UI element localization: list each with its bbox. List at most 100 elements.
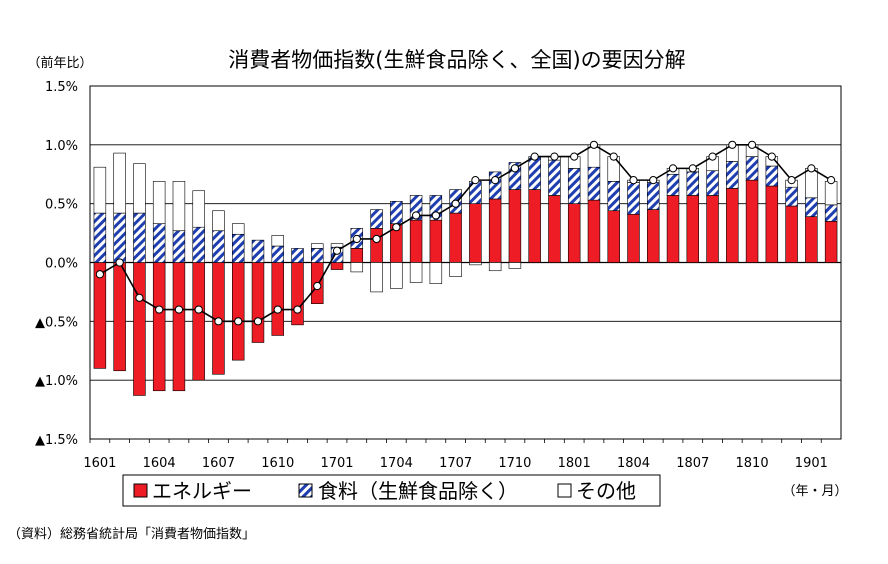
bar-other [133,163,146,214]
bar-other [429,262,443,284]
bar-other [271,235,284,247]
bar-energy [666,195,680,263]
y-tick-label: 1.5% [45,80,78,95]
y-tick-label: 0.5% [45,198,78,213]
x-tick-label: 1701 [320,456,353,471]
bar-other [469,262,482,266]
bar-food [627,182,640,215]
source-note: （資料）総務省統計局「消費者物価指数」 [8,526,255,542]
bar-other [311,243,324,249]
bar-food [745,156,759,181]
total-point [747,140,757,149]
bar-food [390,201,403,224]
total-point [451,199,460,208]
total-point [471,176,480,185]
bar-other [488,262,502,272]
legend-label-food: 食料（生鮮食品除く） [318,479,518,503]
total-point [411,211,421,220]
y-tick-label: 1.0% [45,139,78,154]
total-point [194,305,203,314]
bar-food [113,212,126,263]
bar-energy [152,262,166,392]
total-point [214,317,223,326]
x-tick-label: 1801 [558,456,591,471]
bar-food [271,245,284,263]
x-tick-label: 1704 [380,456,413,471]
bar-other [93,166,107,214]
bar-food [231,233,245,263]
bar-energy [745,179,759,263]
bar-energy [113,262,126,372]
bar-other [805,168,818,199]
bar-food [133,212,146,263]
bar-food [785,186,798,207]
y-tick-label: ▲0.5% [35,315,78,330]
bar-food [172,230,186,263]
y-unit-label: （前年比） [27,55,92,71]
total-point [589,140,599,149]
total-point [668,164,678,173]
x-tick-label: 1604 [143,456,176,471]
bar-food [686,171,700,196]
total-point [688,164,697,173]
total-point [728,140,737,149]
bar-food [508,162,522,190]
bar-other [172,181,186,232]
total-point [708,152,717,161]
bar-other [409,262,423,283]
total-point [135,293,144,302]
bar-other [231,223,245,235]
bar-food [805,197,818,217]
total-point [352,234,361,244]
legend-label-other: その他 [576,479,636,503]
bar-energy [409,219,423,263]
bar-food [212,230,225,263]
bar-energy [508,189,522,263]
x-tick-label: 1901 [795,456,828,471]
total-point [174,305,184,314]
bar-energy [133,262,146,396]
bar-food [567,168,581,204]
bar-food [726,161,739,189]
bar-energy [686,195,700,263]
total-point [234,317,243,326]
bar-energy [627,213,640,263]
total-point [609,152,618,161]
bar-energy [449,212,462,263]
bar-other [350,262,364,273]
total-point [807,164,816,173]
bar-energy [805,216,818,263]
total-point [332,246,342,255]
bar-food [429,195,443,221]
bar-energy [706,195,719,263]
total-point [115,258,124,267]
bar-other [212,210,225,232]
bar-energy [172,262,186,392]
legend: エネルギー 食料（生鮮食品除く） その他 [122,474,661,507]
total-point [392,223,401,232]
legend-label-energy: エネルギー [152,479,252,503]
x-tick-label: 1804 [617,456,650,471]
total-point [787,176,796,185]
bar-energy [647,209,660,263]
x-tick-label: 1707 [439,456,472,471]
x-tick-label: 1810 [736,456,769,471]
bar-other [113,152,126,214]
bar-energy [548,195,561,263]
bar-energy [251,262,265,343]
bar-food [409,195,423,221]
bar-food [666,173,680,196]
y-tick-label: 0.0% [45,257,78,272]
x-tick-label: 1710 [498,456,531,471]
x-unit-label: （年・月） [782,484,847,499]
bar-other [449,262,462,277]
total-point [827,176,836,185]
total-point [767,152,776,161]
bar-food [152,223,166,263]
bar-food [192,226,205,263]
bar-energy [330,262,344,270]
x-tick-label: 1807 [676,456,709,471]
bar-energy [607,210,620,263]
bar-energy [271,262,284,336]
